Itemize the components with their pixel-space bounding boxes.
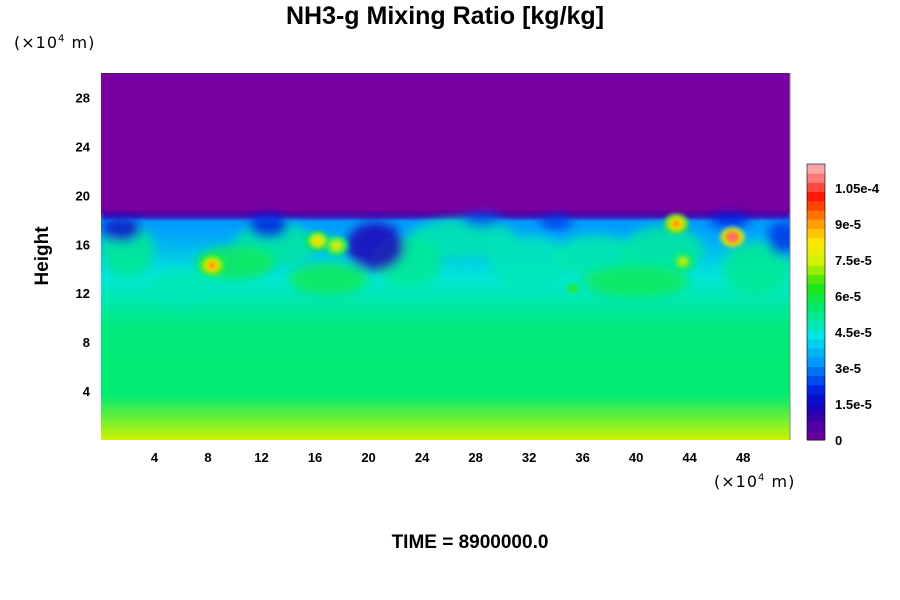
plot-area [101, 73, 790, 440]
colorbar-band [807, 182, 825, 193]
colorbar-band [807, 329, 825, 340]
colorbar-label: 0 [835, 433, 842, 448]
colorbar: 0 1.5e-5 3e-5 4.5e-5 6e-5 7.5e-5 9e-5 1.05e-4 [806, 163, 880, 448]
eddy [488, 235, 570, 290]
x-tick-label: 48 [736, 450, 750, 465]
colorbar-band [807, 394, 825, 404]
colorbar-label: 4.5e-5 [835, 325, 872, 340]
plume-core [208, 262, 216, 269]
x-tick-label: 36 [575, 450, 589, 465]
colorbar-band [807, 237, 825, 248]
x-tick-label: 44 [682, 450, 697, 465]
eddy [147, 268, 215, 306]
eddy [101, 217, 142, 242]
layer-top-band [101, 211, 790, 219]
y-tick-label: 4 [83, 384, 91, 399]
colorbar-band [807, 200, 825, 211]
x-tick-label: 8 [204, 450, 211, 465]
colorbar-label: 6e-5 [835, 289, 861, 304]
colorbar-band [807, 265, 825, 275]
y-tick-label: 12 [76, 286, 90, 301]
eddy [582, 265, 690, 297]
x-tick-label: 20 [361, 450, 375, 465]
eddy [345, 222, 405, 272]
colorbar-band [807, 292, 825, 303]
y-tick-label: 20 [76, 188, 90, 203]
plume-core [679, 258, 687, 265]
y-axis-ticks: 4 8 12 16 20 24 28 [76, 90, 91, 399]
y-tick-label: 24 [76, 139, 91, 154]
colorbar-band [807, 191, 825, 202]
colorbar-band [807, 375, 825, 386]
colorbar-band [807, 256, 825, 266]
chart-title: NH3-g Mixing Ratio [kg/kg] [285, 2, 605, 30]
colorbar-band [807, 311, 825, 321]
colorbar-frame [806, 163, 826, 441]
colorbar-label: 1.5e-5 [835, 397, 872, 412]
colorbar-band [807, 164, 825, 174]
colorbar-band [807, 228, 825, 239]
plume-core [314, 237, 322, 244]
colorbar-band [807, 246, 825, 257]
colorbar-band [807, 403, 825, 413]
x-axis-ticks: 4 8 12 16 20 24 28 32 36 40 44 48 [151, 450, 751, 465]
colorbar-band [807, 210, 825, 220]
x-tick-label: 16 [308, 450, 322, 465]
colorbar-label: 9e-5 [835, 217, 861, 232]
eddy [539, 214, 572, 230]
colorbar-band [807, 274, 825, 285]
colorbar-band [807, 421, 825, 432]
maxima-group [200, 213, 745, 299]
x-tick-label: 12 [254, 450, 268, 465]
colorbar-label: 3e-5 [835, 361, 861, 376]
plume-core [569, 285, 577, 292]
time-label: TIME = 8900000.0 [391, 532, 549, 553]
eddy [709, 212, 750, 228]
eddy [462, 212, 503, 228]
x-tick-label: 24 [415, 450, 430, 465]
colorbar-band [807, 173, 825, 183]
plume-core [728, 233, 736, 240]
colorbar-band [807, 430, 825, 441]
x-tick-label: 4 [151, 450, 159, 465]
colorbar-band [807, 384, 825, 395]
eddy [723, 241, 790, 296]
eddy [288, 262, 369, 295]
x-tick-label: 32 [522, 450, 536, 465]
colorbar-band [807, 219, 825, 229]
x-tick-label: 40 [629, 450, 643, 465]
plume-core [672, 220, 680, 227]
plume-core [332, 242, 340, 249]
x-tick-label: 28 [468, 450, 482, 465]
eddy [767, 221, 790, 256]
colorbar-band [807, 348, 825, 358]
colorbar-band [807, 366, 825, 377]
colorbar-label: 1.05e-4 [835, 181, 880, 196]
colorbar-band [807, 357, 825, 367]
colorbar-band [807, 320, 825, 331]
y-axis-unit: (×104 m) [14, 33, 96, 52]
eddy-field [101, 212, 790, 306]
colorbar-band [807, 302, 825, 312]
x-axis-unit: (×104 m) [714, 472, 796, 491]
colorbar-band [807, 338, 825, 349]
y-tick-label: 8 [83, 335, 90, 350]
colorbar-label: 7.5e-5 [835, 253, 872, 268]
colorbar-band [807, 283, 825, 294]
y-tick-label: 16 [76, 237, 90, 252]
eddy [248, 213, 289, 239]
y-tick-label: 28 [76, 90, 90, 105]
colorbar-band [807, 412, 825, 423]
